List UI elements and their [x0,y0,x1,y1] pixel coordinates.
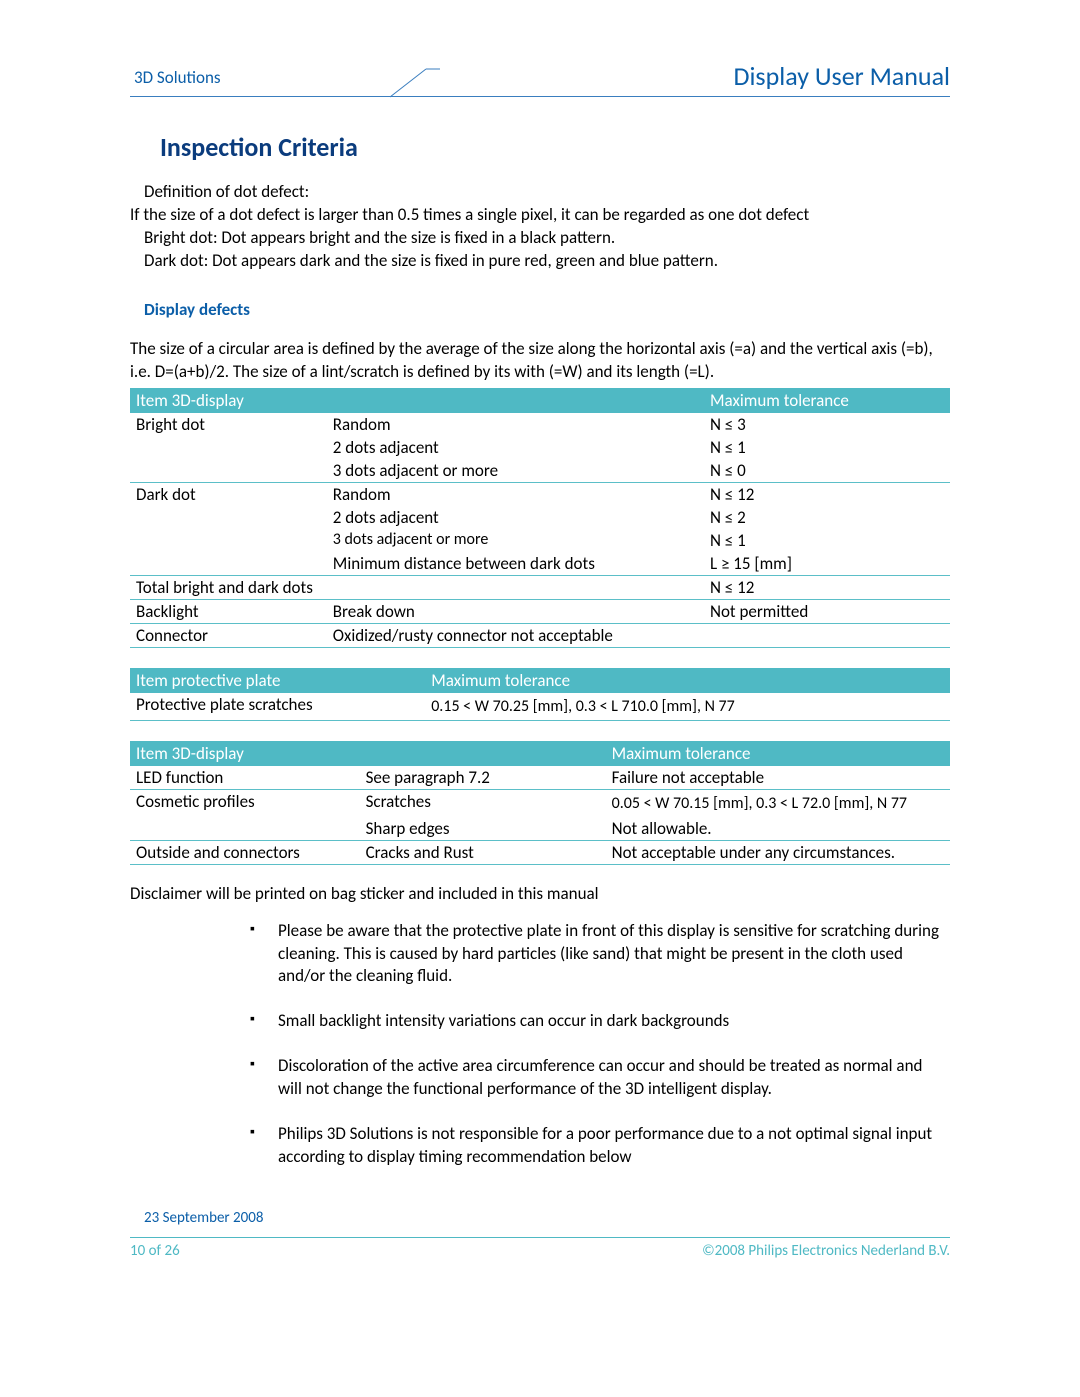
table1-header-spacer [327,388,704,413]
table-3d-display-defects: Item 3D-display Maximum tolerance Bright… [130,388,950,648]
header: 3D Solutions Display User Manual [130,60,950,97]
table-row: Protective plate scratches 0.15 < W 70.2… [130,693,950,721]
disclaimer-intro: Disclaimer will be printed on bag sticke… [130,883,950,906]
table-row: Total bright and dark dotsN ≤ 12 [130,575,950,599]
intro-line3: Bright dot: Dot appears bright and the s… [144,227,950,250]
list-item: Small backlight intensity variations can… [250,1010,950,1033]
page-number: 10 of 26 [130,1242,180,1260]
table2-header-tolerance: Maximum tolerance [425,668,950,693]
table1-header-tolerance: Maximum tolerance [704,388,950,413]
list-item: Discoloration of the active area circumf… [250,1055,950,1101]
table-row: ConnectorOxidized/rusty connector not ac… [130,623,950,647]
table-row: 3 dots adjacent or moreN ≤ 0 [130,459,950,483]
page: 3D Solutions Display User Manual Inspect… [0,0,1080,1300]
intro-line4: Dark dot: Dot appears dark and the size … [144,250,950,273]
table1-header-item: Item 3D-display [130,388,327,413]
disclaimer-list: Please be aware that the protective plat… [250,920,950,1170]
table2-header-item: Item protective plate [130,668,425,693]
table3-header-spacer [360,741,606,766]
page-heading: Inspection Criteria [160,131,950,163]
copyright: ©2008 Philips Electronics Nederland B.V. [702,1242,950,1260]
intro-line2: If the size of a dot defect is larger th… [130,204,950,227]
header-title: Display User Manual [733,60,950,96]
list-item: Please be aware that the protective plat… [250,920,950,989]
header-product: 3D Solutions [130,67,221,96]
section-heading-display-defects: Display defects [144,299,950,320]
table-row: Outside and connectorsCracks and RustNot… [130,840,950,864]
table-row: Cosmetic profilesScratches0.05 < W 70.15… [130,789,950,817]
header-divider-icon [390,69,440,97]
table-3d-display-other: Item 3D-display Maximum tolerance LED fu… [130,741,950,865]
table-row: Bright dotRandomN ≤ 3 [130,413,950,436]
display-defects-para: The size of a circular area is defined b… [130,338,950,384]
intro-line1: Definition of dot defect: [144,181,950,204]
list-item: Philips 3D Solutions is not responsible … [250,1123,950,1169]
table3-header-tolerance: Maximum tolerance [606,741,950,766]
table-row: Minimum distance between dark dotsL ≥ 15… [130,552,950,576]
table-row: 2 dots adjacentN ≤ 1 [130,436,950,459]
table-row: BacklightBreak downNot permitted [130,599,950,623]
footer: 10 of 26 ©2008 Philips Electronics Neder… [130,1237,950,1260]
table-row: LED functionSee paragraph 7.2Failure not… [130,766,950,790]
table3-header-item: Item 3D-display [130,741,360,766]
table-protective-plate: Item protective plate Maximum tolerance … [130,668,950,721]
footer-date: 23 September 2008 [144,1209,950,1227]
table-row: 3 dots adjacent or moreN ≤ 1 [130,529,950,552]
table-row: 2 dots adjacentN ≤ 2 [130,506,950,529]
table-row: Dark dotRandomN ≤ 12 [130,482,950,506]
table-row: Sharp edgesNot allowable. [130,817,950,841]
